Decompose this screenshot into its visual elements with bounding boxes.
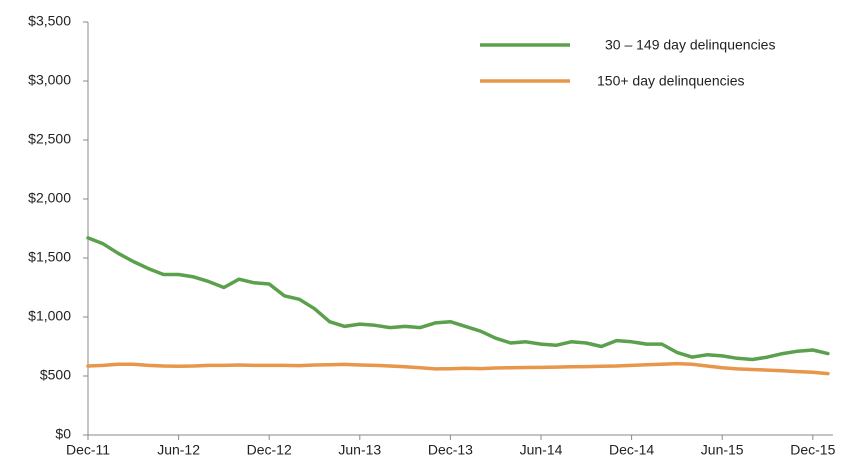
x-tick-label: Jun-12 xyxy=(157,442,200,458)
y-tick-label: $3,500 xyxy=(28,13,71,29)
y-tick-label: $1,500 xyxy=(28,249,71,265)
y-tick-label: $500 xyxy=(40,367,71,383)
y-tick-label: $2,000 xyxy=(28,190,71,206)
x-tick-label: Jun-13 xyxy=(338,442,381,458)
legend-label: 30 – 149 day delinquencies xyxy=(605,37,775,53)
x-tick-label: Dec-13 xyxy=(428,442,473,458)
legend-label: 150+ day delinquencies xyxy=(597,73,745,89)
y-tick-label: $1,000 xyxy=(28,308,71,324)
series-line xyxy=(86,361,830,376)
x-tick-label: Dec-12 xyxy=(247,442,292,458)
y-tick-label: $3,000 xyxy=(28,72,71,88)
x-tick-label: Dec-14 xyxy=(609,442,654,458)
y-tick-label: $0 xyxy=(55,426,71,442)
x-tick-label: Jun-14 xyxy=(520,442,563,458)
y-tick-label: $2,500 xyxy=(28,131,71,147)
series-line xyxy=(86,236,830,362)
x-tick-label: Dec-15 xyxy=(790,442,835,458)
x-tick-label: Jun-15 xyxy=(701,442,744,458)
x-tick-label: Dec-11 xyxy=(66,442,110,458)
